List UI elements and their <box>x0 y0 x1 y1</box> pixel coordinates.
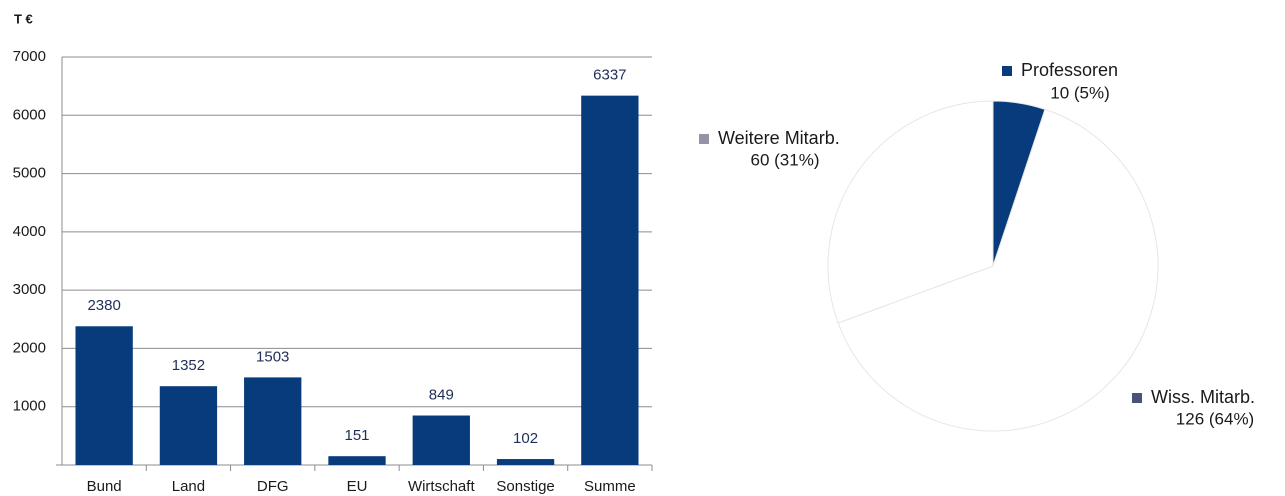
y-tick-label: 3000 <box>13 281 46 298</box>
y-axis-label: T € <box>14 11 33 26</box>
value-label: 126 (64%) <box>1176 409 1254 428</box>
y-tick-label: 7000 <box>13 48 46 65</box>
x-tick-label: Sonstige <box>496 478 554 495</box>
value-label: 2380 <box>87 297 120 314</box>
x-tick-label: Bund <box>87 478 122 495</box>
bar <box>75 326 133 465</box>
bar <box>244 377 302 465</box>
legend-swatch <box>1132 393 1142 403</box>
bar <box>159 386 218 465</box>
y-tick-label: 4000 <box>13 223 46 240</box>
value-label: 6337 <box>593 67 626 84</box>
y-tick-label: 1000 <box>13 398 46 415</box>
value-label: 10 (5%) <box>1050 83 1110 102</box>
legend-swatch <box>699 134 709 144</box>
legend-label: Professoren <box>1021 60 1118 80</box>
y-tick-label: 5000 <box>13 165 46 182</box>
legend-swatch <box>1002 66 1012 76</box>
bar <box>412 415 470 465</box>
x-tick-label: DFG <box>257 478 289 495</box>
legend-label: Weitere Mitarb. <box>718 128 840 148</box>
y-tick-label: 6000 <box>13 106 46 123</box>
legend-label: Wiss. Mitarb. <box>1151 387 1255 407</box>
bar <box>581 95 639 465</box>
value-label: 60 (31%) <box>751 150 820 169</box>
x-tick-label: Land <box>172 478 205 495</box>
y-tick-label: 2000 <box>13 339 46 356</box>
value-label: 1352 <box>172 357 205 374</box>
value-label: 102 <box>513 430 538 447</box>
bar <box>328 456 386 465</box>
pie-slice <box>837 108 1159 432</box>
value-label: 849 <box>429 386 454 403</box>
x-tick-label: Summe <box>584 478 636 495</box>
pie-slice <box>827 100 994 324</box>
value-label: 151 <box>344 427 369 444</box>
x-tick-label: EU <box>347 478 368 495</box>
value-label: 1503 <box>256 348 289 365</box>
x-tick-label: Wirtschaft <box>408 478 476 495</box>
bar <box>496 459 555 465</box>
